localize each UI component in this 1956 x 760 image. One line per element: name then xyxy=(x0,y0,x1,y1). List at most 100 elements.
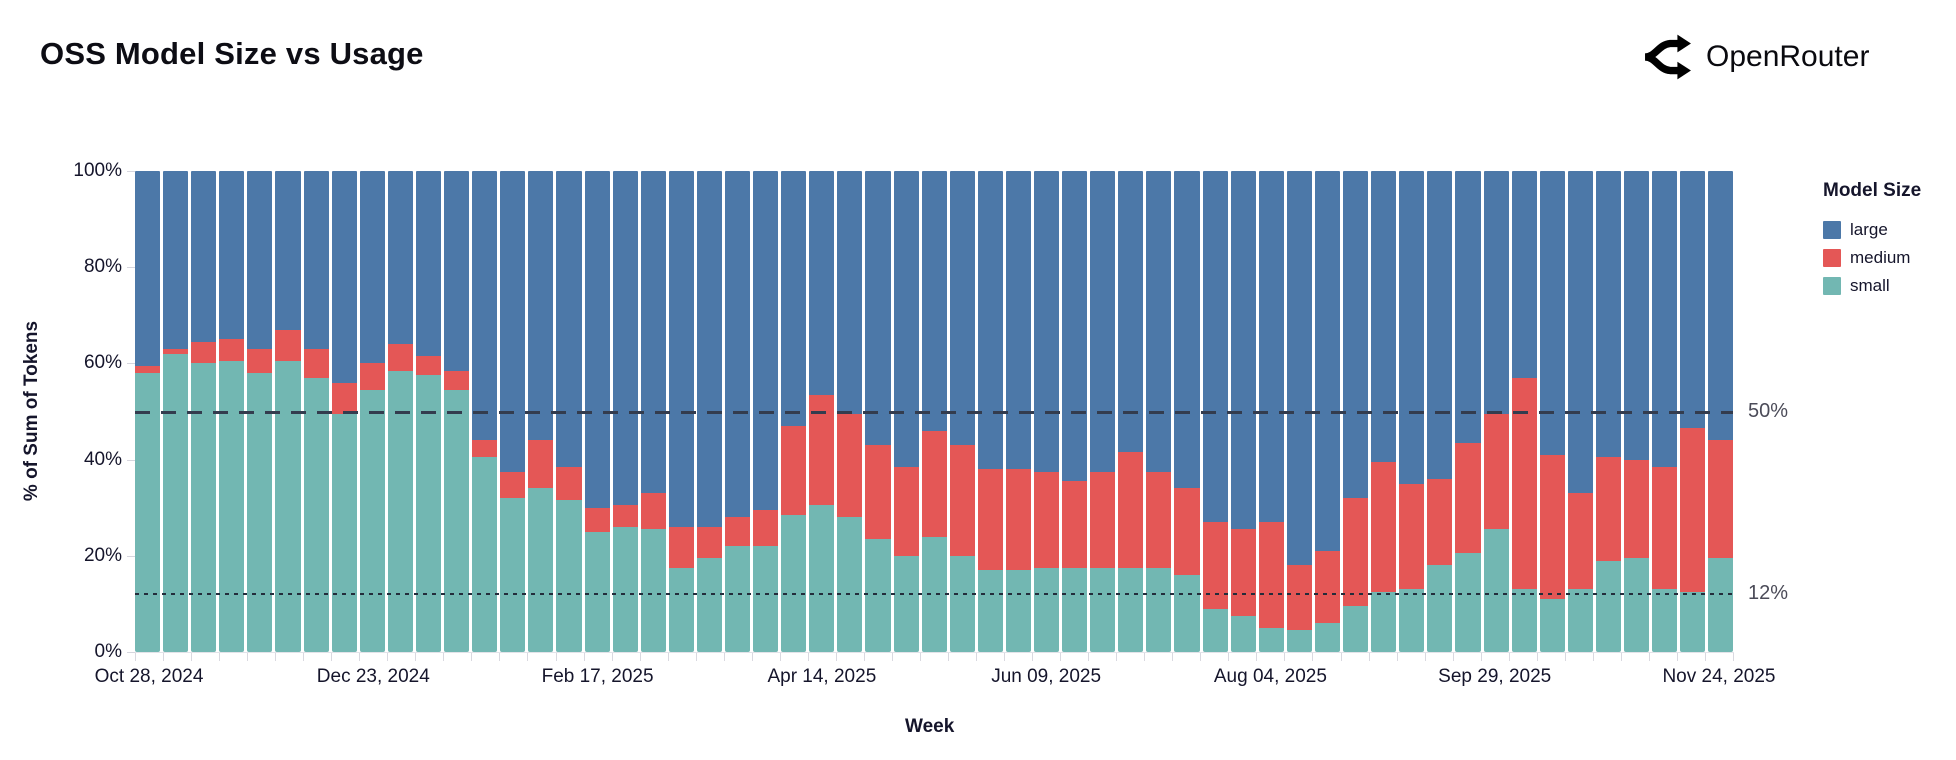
bar-segment-small[interactable] xyxy=(1427,565,1453,652)
bar-segment-small[interactable] xyxy=(1595,560,1621,652)
bar-segment-small[interactable] xyxy=(584,531,610,652)
bar-segment-small[interactable] xyxy=(1286,630,1312,652)
bar-segment-small[interactable] xyxy=(1146,567,1172,652)
bar-segment-small[interactable] xyxy=(219,360,245,652)
bar-segment-large[interactable] xyxy=(921,171,947,431)
bar-segment-small[interactable] xyxy=(1399,589,1425,652)
bar-segment-small[interactable] xyxy=(640,529,666,652)
bar-segment-medium[interactable] xyxy=(556,466,582,501)
bar-segment-small[interactable] xyxy=(1371,591,1397,652)
bar-segment-medium[interactable] xyxy=(949,445,975,556)
bar-segment-medium[interactable] xyxy=(1286,565,1312,631)
bar-segment-small[interactable] xyxy=(1539,599,1565,652)
bar-segment-medium[interactable] xyxy=(1005,469,1031,571)
bar-segment-medium[interactable] xyxy=(1258,522,1284,628)
bar-segment-medium[interactable] xyxy=(1034,471,1060,568)
bar-week[interactable] xyxy=(359,171,385,652)
bar-week[interactable] xyxy=(753,171,779,652)
bar-segment-medium[interactable] xyxy=(640,493,666,530)
bar-segment-small[interactable] xyxy=(921,536,947,652)
bar-segment-small[interactable] xyxy=(1652,589,1678,652)
bar-segment-medium[interactable] xyxy=(724,517,751,547)
bar-segment-small[interactable] xyxy=(724,546,751,652)
bar-segment-small[interactable] xyxy=(1708,558,1734,652)
bar-segment-medium[interactable] xyxy=(275,329,301,361)
bar-week[interactable] xyxy=(303,171,329,652)
bar-segment-large[interactable] xyxy=(1090,171,1116,472)
bar-segment-large[interactable] xyxy=(1399,171,1425,484)
bar-week[interactable] xyxy=(500,171,526,652)
bar-week[interactable] xyxy=(1118,171,1144,652)
bar-segment-medium[interactable] xyxy=(612,505,638,527)
bar-week[interactable] xyxy=(1343,171,1369,652)
bar-week[interactable] xyxy=(1455,171,1481,652)
bar-segment-large[interactable] xyxy=(1062,171,1088,482)
bar-segment-medium[interactable] xyxy=(1623,459,1650,559)
bar-segment-large[interactable] xyxy=(837,171,863,414)
bar-segment-small[interactable] xyxy=(977,570,1003,652)
bar-segment-large[interactable] xyxy=(893,171,919,467)
bar-segment-large[interactable] xyxy=(387,171,413,345)
bar-week[interactable] xyxy=(781,171,807,652)
bar-segment-large[interactable] xyxy=(415,171,442,357)
bar-segment-small[interactable] xyxy=(135,373,161,652)
bar-segment-small[interactable] xyxy=(1567,589,1593,652)
bar-segment-small[interactable] xyxy=(1174,575,1200,652)
bar-segment-large[interactable] xyxy=(1483,171,1509,414)
bar-segment-small[interactable] xyxy=(556,500,582,652)
bar-week[interactable] xyxy=(1230,171,1256,652)
bar-week[interactable] xyxy=(1146,171,1172,652)
bar-week[interactable] xyxy=(837,171,863,652)
bar-week[interactable] xyxy=(191,171,217,652)
bar-segment-large[interactable] xyxy=(1258,171,1284,523)
bar-segment-large[interactable] xyxy=(1539,171,1565,455)
bar-week[interactable] xyxy=(1595,171,1621,652)
bar-segment-medium[interactable] xyxy=(1146,471,1172,568)
bar-segment-small[interactable] xyxy=(668,567,694,652)
bar-segment-medium[interactable] xyxy=(359,363,385,390)
bar-segment-large[interactable] xyxy=(584,171,610,508)
bar-segment-small[interactable] xyxy=(528,488,554,652)
bar-week[interactable] xyxy=(444,171,470,652)
bar-segment-medium[interactable] xyxy=(191,341,217,364)
bar-segment-medium[interactable] xyxy=(219,339,245,361)
bar-segment-medium[interactable] xyxy=(1567,493,1593,590)
bar-segment-medium[interactable] xyxy=(865,445,891,539)
bar-segment-medium[interactable] xyxy=(781,425,807,515)
bar-segment-large[interactable] xyxy=(640,171,666,494)
bar-segment-large[interactable] xyxy=(1314,171,1341,551)
bar-segment-large[interactable] xyxy=(331,171,357,383)
bar-segment-medium[interactable] xyxy=(1708,440,1734,559)
bar-segment-medium[interactable] xyxy=(500,471,526,499)
bar-segment-large[interactable] xyxy=(612,171,638,506)
bar-week[interactable] xyxy=(219,171,245,652)
bar-week[interactable] xyxy=(247,171,273,652)
bar-segment-large[interactable] xyxy=(724,171,751,518)
bar-segment-medium[interactable] xyxy=(1595,457,1621,561)
legend-entry-small[interactable]: small xyxy=(1823,272,1921,300)
bar-segment-large[interactable] xyxy=(359,171,385,364)
bar-week[interactable] xyxy=(1623,171,1650,652)
bar-week[interactable] xyxy=(1202,171,1228,652)
bar-week[interactable] xyxy=(387,171,413,652)
bar-segment-medium[interactable] xyxy=(331,382,357,414)
bar-week[interactable] xyxy=(331,171,357,652)
bar-segment-medium[interactable] xyxy=(977,469,1003,571)
bar-segment-large[interactable] xyxy=(219,171,245,340)
bar-segment-small[interactable] xyxy=(1455,553,1481,652)
bar-segment-medium[interactable] xyxy=(444,370,470,390)
bar-segment-small[interactable] xyxy=(809,505,835,652)
bar-segment-large[interactable] xyxy=(949,171,975,446)
bar-segment-large[interactable] xyxy=(809,171,835,395)
bar-segment-medium[interactable] xyxy=(1483,413,1509,530)
bar-segment-large[interactable] xyxy=(1343,171,1369,499)
bar-week[interactable] xyxy=(1314,171,1341,652)
bar-segment-large[interactable] xyxy=(1595,171,1621,458)
bar-week[interactable] xyxy=(1258,171,1284,652)
bar-segment-large[interactable] xyxy=(191,171,217,342)
bar-week[interactable] xyxy=(809,171,835,652)
bar-week[interactable] xyxy=(415,171,442,652)
bar-segment-small[interactable] xyxy=(1343,606,1369,652)
bar-segment-large[interactable] xyxy=(1567,171,1593,494)
bar-week[interactable] xyxy=(1005,171,1031,652)
